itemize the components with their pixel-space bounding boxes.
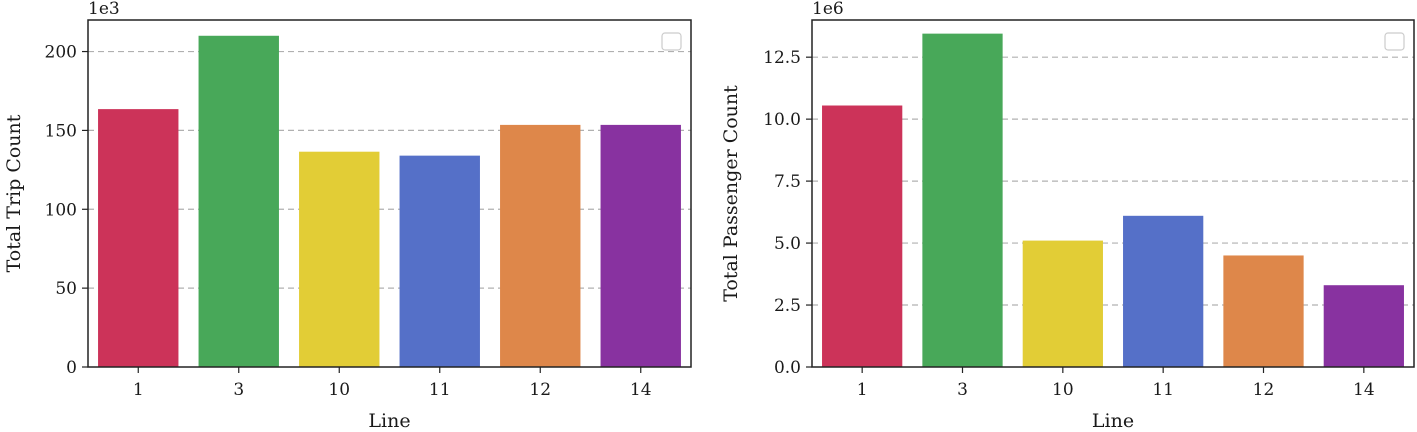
chart-0-bar-14 <box>600 124 681 367</box>
chart-passenger-count: 0.0 2.5 5.0 7.5 10.0 12.5 1 3 10 11 12 14 Line Total … <box>720 0 1415 432</box>
chart-0-bar-1 <box>98 109 179 367</box>
chart-1-bar-12 <box>1223 255 1304 367</box>
chart-1-ytick-label-4: 10.0 <box>763 110 801 130</box>
chart-1-plot-frame <box>811 19 1415 368</box>
chart-1-bar-1 <box>822 105 903 367</box>
chart-1-xtick-label-14: 14 <box>1353 380 1375 400</box>
chart-1-ytick-label-5: 12.5 <box>763 48 801 68</box>
chart-0-ytick-label-2: 100 <box>45 200 77 220</box>
chart-1-bar-3 <box>922 33 1003 367</box>
chart-1-ytick-label-0: 0.0 <box>774 358 801 378</box>
chart-1-offset-label: 1e6 <box>812 0 844 19</box>
chart-0-xtick-label-12: 12 <box>529 380 551 400</box>
chart-1-bar-10 <box>1022 240 1103 367</box>
chart-0-legend <box>661 32 682 51</box>
chart-0-xtick-label-10: 10 <box>328 380 350 400</box>
chart-0-ytick-label-0: 0 <box>66 358 77 378</box>
chart-0-ytick-label-4: 200 <box>45 43 77 63</box>
chart-0-bar-12 <box>500 124 581 367</box>
chart-0-bar-3 <box>198 35 279 367</box>
chart-1-xtick-label-10: 10 <box>1052 380 1074 400</box>
chart-0-xtick-label-11: 11 <box>429 380 451 400</box>
chart-1-ytick-label-1: 2.5 <box>774 296 801 316</box>
chart-1-xtick-label-1: 1 <box>857 380 868 400</box>
chart-1-xtick-label-3: 3 <box>957 380 968 400</box>
chart-1-xtick-label-11: 11 <box>1152 380 1174 400</box>
chart-0-xtick-label-1: 1 <box>133 380 144 400</box>
chart-1-bar-11 <box>1123 215 1204 367</box>
chart-1-bar-14 <box>1323 285 1404 367</box>
chart-0-y-axis-label: Total Trip Count <box>3 114 25 272</box>
chart-0-ytick-label-3: 150 <box>45 121 77 141</box>
chart-1-legend <box>1384 32 1405 51</box>
chart-0-plot-frame <box>87 19 692 368</box>
chart-1-ytick-label-2: 5.0 <box>774 234 801 254</box>
chart-1-x-axis-label: Line <box>1092 410 1134 432</box>
chart-0-offset-label: 1e3 <box>88 0 120 19</box>
chart-0-bar-11 <box>399 155 480 367</box>
chart-trip-count: 0 50 100 150 200 1 3 10 11 12 14 Line Total Trip Cou… <box>3 0 692 432</box>
chart-1-xtick-label-12: 12 <box>1253 380 1275 400</box>
chart-0-x-axis-label: Line <box>368 410 410 432</box>
chart-1-y-axis-label: Total Passenger Count <box>720 85 742 302</box>
chart-0-ytick-label-1: 50 <box>55 279 77 299</box>
chart-0-xtick-label-3: 3 <box>233 380 244 400</box>
chart-0-bar-10 <box>299 151 380 367</box>
chart-1-ytick-label-3: 7.5 <box>774 172 801 192</box>
chart-0-xtick-label-14: 14 <box>630 380 652 400</box>
